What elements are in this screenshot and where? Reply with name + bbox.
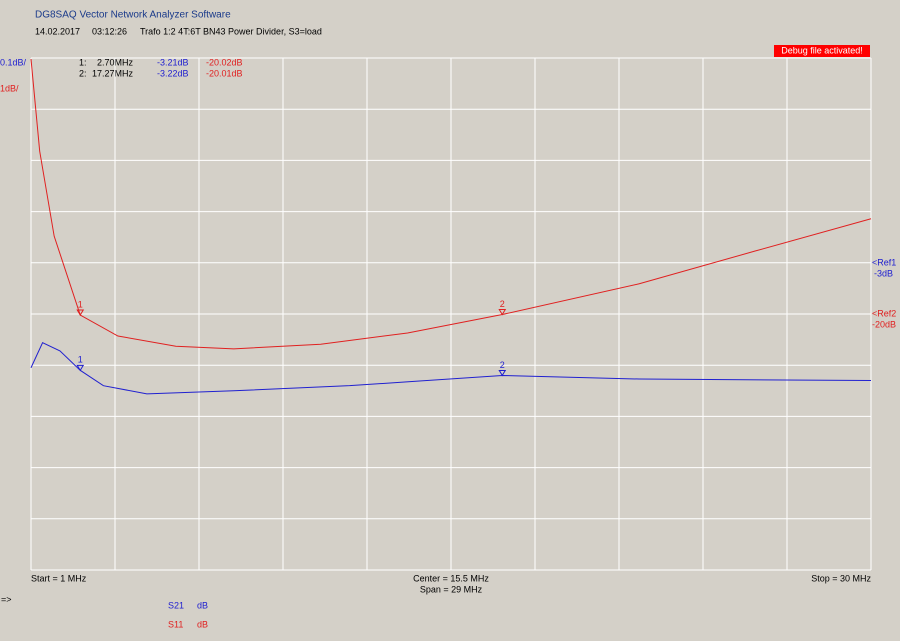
marker-triangle (498, 369, 507, 377)
ref-name: <Ref1 (872, 257, 896, 267)
legend-unit: dB (197, 600, 208, 610)
marker-s11: -20.01dB (206, 68, 243, 78)
start-label: Start = 1 MHz (31, 573, 87, 583)
marker-label: 2 (500, 299, 505, 309)
marker-freq: 17.27MHz (92, 68, 134, 78)
legend-name: S11 (168, 619, 183, 629)
marker-label: 1 (78, 299, 83, 309)
marker-s21: -3.22dB (157, 68, 189, 78)
marker-label: 1 (78, 355, 83, 365)
app-title: DG8SAQ Vector Network Analyzer Software (35, 10, 231, 21)
grid (30, 57, 872, 571)
legend-unit: dB (197, 619, 208, 629)
time: 03:12:26 (92, 26, 127, 36)
marker-index: 2: (79, 68, 87, 78)
ref-name: <Ref2 (872, 308, 896, 318)
scale-s21: 0.1dB/ (0, 57, 27, 67)
stop-label: Stop = 30 MHz (811, 573, 871, 583)
ref-level: -3dB (874, 268, 893, 278)
date: 14.02.2017 (35, 26, 80, 36)
trace (30, 58, 872, 350)
marker-triangle (76, 364, 85, 372)
marker-triangle (498, 309, 507, 316)
ref-level: -20dB (872, 319, 896, 329)
debug-box (774, 45, 870, 57)
marker-index: 1: (79, 57, 87, 67)
legend-name: S21 (168, 600, 184, 610)
debug-notice: Debug file activated! (781, 45, 863, 55)
span-label: Span = 29 MHz (420, 584, 483, 594)
marker-s11: -20.02dB (206, 57, 243, 67)
description: Trafo 1:2 4T:6T BN43 Power Divider, S3=l… (140, 26, 322, 36)
trace (30, 342, 872, 395)
marker-triangle (76, 309, 85, 316)
prompt: => (1, 594, 12, 604)
marker-s21: -3.21dB (157, 57, 189, 67)
scale-s11: 1dB/ (0, 83, 19, 93)
center-label: Center = 15.5 MHz (413, 573, 489, 583)
marker-label: 2 (500, 360, 505, 370)
